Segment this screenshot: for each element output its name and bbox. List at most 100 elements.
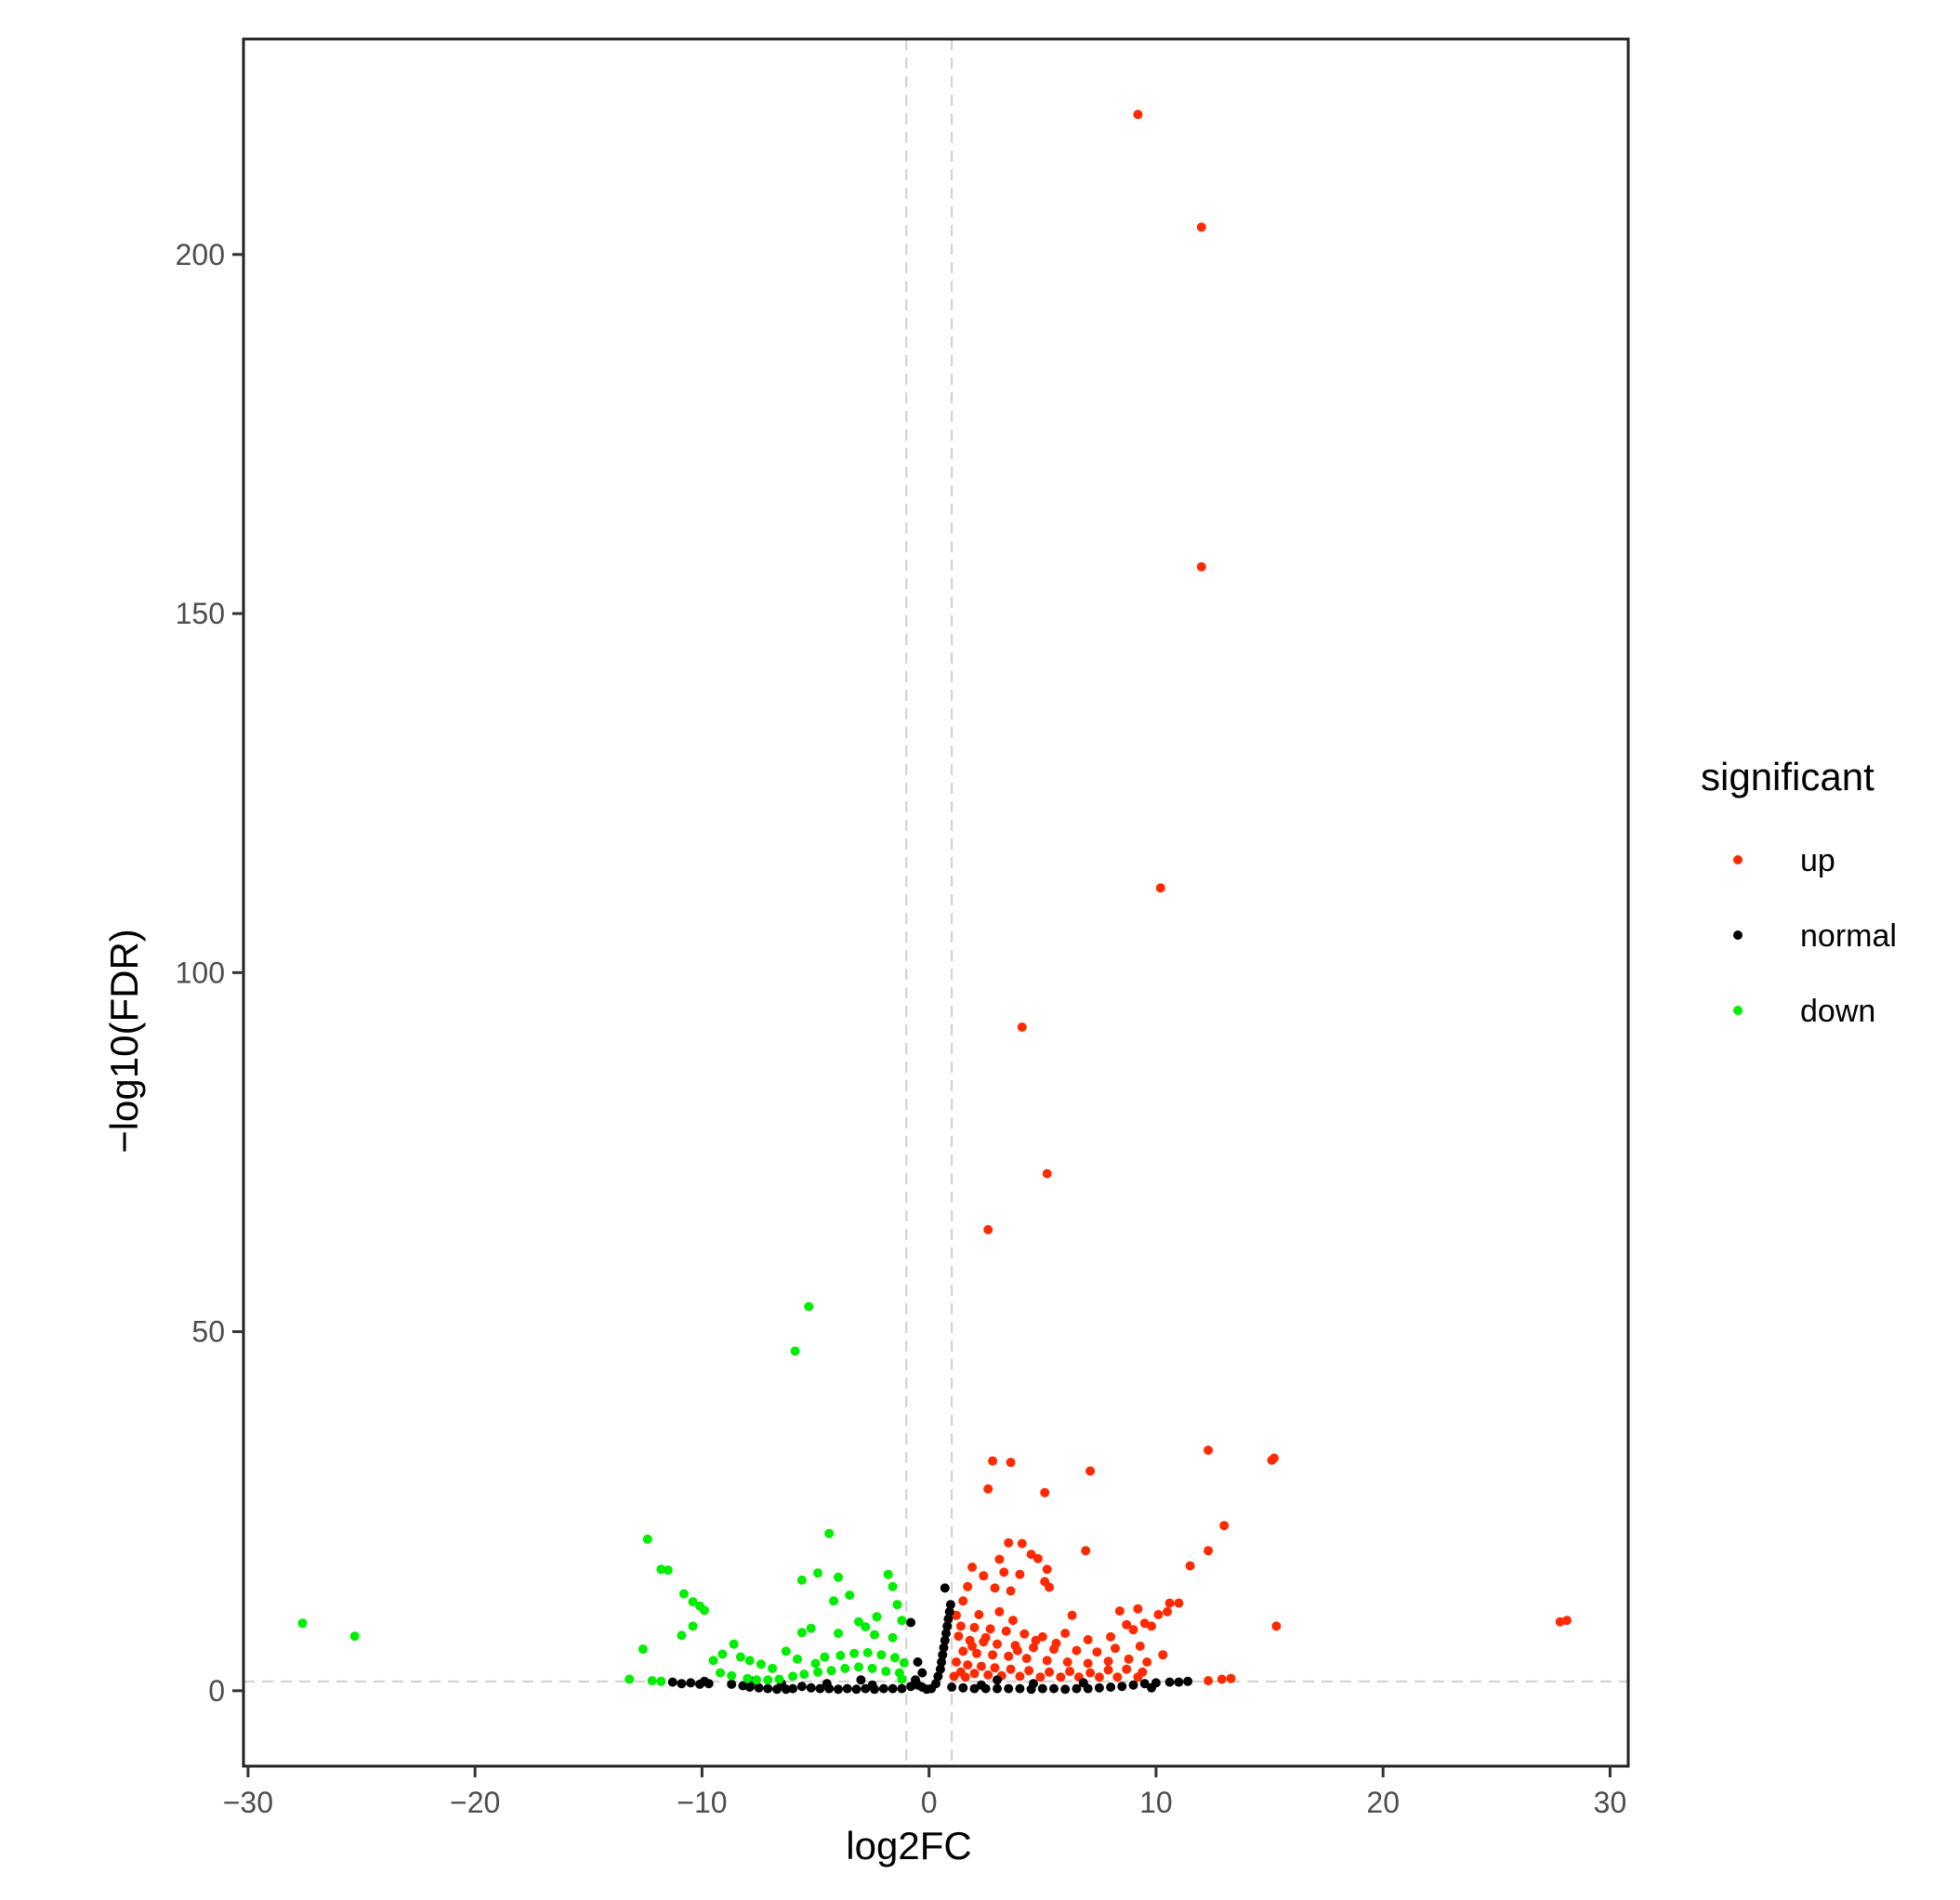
y-axis-title: −log10(FDR)	[102, 929, 146, 1154]
point-up	[1019, 1629, 1030, 1639]
point-up	[1006, 1458, 1016, 1468]
point-up	[1267, 1455, 1277, 1465]
point-down	[826, 1666, 836, 1676]
point-up	[1085, 1668, 1096, 1678]
x-tick-label: −20	[450, 1786, 500, 1819]
point-normal	[976, 1680, 986, 1690]
point-down	[899, 1657, 909, 1668]
point-up	[1083, 1635, 1093, 1644]
point-up	[949, 1671, 959, 1682]
point-down	[656, 1676, 666, 1686]
point-up	[990, 1583, 1000, 1593]
point-down	[678, 1589, 689, 1599]
point-normal	[935, 1664, 945, 1674]
point-up	[1106, 1631, 1116, 1642]
point-down	[642, 1534, 652, 1544]
point-normal	[754, 1682, 764, 1693]
point-up	[1133, 1603, 1143, 1614]
point-down	[788, 1671, 798, 1682]
point-up	[1042, 1656, 1052, 1666]
legend-key-normal	[1733, 930, 1743, 940]
point-up	[1031, 1635, 1041, 1645]
point-up	[983, 1669, 993, 1680]
point-normal	[1037, 1683, 1047, 1694]
point-down	[799, 1669, 809, 1680]
point-normal	[1174, 1677, 1184, 1687]
point-up	[974, 1610, 984, 1619]
point-normal	[939, 1643, 949, 1653]
point-up	[969, 1669, 980, 1679]
point-down	[638, 1644, 648, 1655]
point-down	[897, 1674, 907, 1684]
point-up	[1133, 110, 1143, 120]
x-tick-label: 0	[921, 1786, 938, 1819]
point-up	[967, 1642, 978, 1651]
point-down	[796, 1628, 807, 1638]
point-normal	[699, 1676, 709, 1686]
point-down	[870, 1630, 879, 1640]
legend-label-up: up	[1800, 843, 1835, 878]
point-down	[834, 1629, 843, 1639]
point-down	[727, 1670, 737, 1681]
point-up	[1004, 1651, 1014, 1661]
point-normal	[943, 1614, 954, 1624]
point-up	[976, 1661, 986, 1671]
point-up	[1562, 1616, 1572, 1626]
point-down	[829, 1596, 839, 1606]
point-normal	[958, 1682, 968, 1693]
point-up	[954, 1631, 964, 1642]
point-up	[1135, 1642, 1145, 1651]
point-down	[872, 1612, 882, 1622]
point-normal	[727, 1679, 737, 1689]
point-normal	[937, 1657, 947, 1667]
point-up	[1226, 1673, 1236, 1683]
point-up	[1196, 222, 1206, 232]
point-up	[1142, 1657, 1152, 1667]
point-down	[835, 1651, 846, 1660]
point-normal	[1164, 1677, 1175, 1687]
point-up	[1114, 1606, 1125, 1616]
point-up	[1122, 1619, 1132, 1630]
point-normal	[906, 1682, 916, 1692]
point-down	[840, 1663, 850, 1673]
point-up	[1111, 1643, 1120, 1654]
point-down	[774, 1674, 784, 1684]
point-normal	[913, 1657, 923, 1667]
point-up	[969, 1622, 980, 1632]
point-up	[1081, 1546, 1091, 1556]
point-down	[763, 1675, 773, 1685]
point-up	[1004, 1537, 1014, 1548]
point-normal	[888, 1683, 898, 1694]
point-up	[960, 1672, 970, 1682]
point-normal	[1078, 1678, 1088, 1688]
point-up	[1001, 1626, 1011, 1636]
point-down	[806, 1623, 816, 1633]
point-up	[1017, 1023, 1027, 1032]
point-up	[985, 1624, 995, 1634]
point-up	[963, 1660, 973, 1670]
point-normal	[677, 1679, 687, 1689]
point-up	[1103, 1656, 1113, 1667]
x-axis: −30 −20 −10 0 10 20 30	[223, 1766, 1626, 1819]
point-normal	[1029, 1679, 1038, 1689]
point-normal	[969, 1683, 980, 1694]
point-down	[699, 1605, 709, 1616]
point-normal	[993, 1683, 1002, 1694]
point-normal	[667, 1677, 677, 1687]
point-normal	[1094, 1682, 1104, 1693]
point-down	[781, 1646, 791, 1656]
point-normal	[942, 1621, 953, 1631]
point-normal	[1106, 1682, 1116, 1692]
point-up	[1035, 1672, 1046, 1682]
point-normal	[940, 1635, 950, 1645]
point-up	[1083, 1658, 1093, 1669]
point-down	[820, 1652, 830, 1662]
point-up	[983, 1224, 993, 1234]
point-down	[708, 1656, 718, 1666]
plot-border	[242, 37, 1630, 1768]
point-up	[1103, 1665, 1113, 1675]
point-up	[1042, 1168, 1052, 1179]
point-up	[1056, 1672, 1066, 1682]
point-up	[1045, 1582, 1055, 1592]
point-up	[1026, 1550, 1036, 1560]
